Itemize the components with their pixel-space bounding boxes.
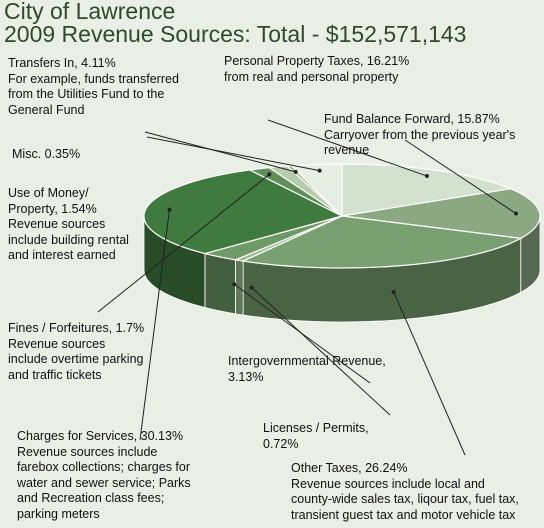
slice-label-line: Revenue sources: [8, 336, 106, 351]
slice-label: Intergovernmental Revenue, 3.13%: [228, 354, 386, 385]
slice-label-line: Misc. 0.35%: [12, 147, 81, 161]
slice-label-line: For example, funds transferred: [8, 71, 179, 86]
leader-dot: [232, 282, 237, 287]
leader-line: [146, 136, 320, 172]
slice-label-line: county-wide sales tax, liqour tax, fuel …: [291, 492, 519, 506]
slice-label-line: Revenue sources include local and: [291, 476, 485, 491]
slice-label-line: farebox collections; charges for: [17, 460, 191, 474]
leader-dot: [293, 169, 298, 174]
leader-line: [139, 209, 170, 441]
slice-label-line: Intergovernmental Revenue,: [228, 354, 386, 368]
slice-label-line: and interest earned: [8, 248, 116, 262]
chart-subtitle: 2009 Revenue Sources: Total - $152,571,1…: [4, 21, 467, 47]
leader-line: [404, 139, 517, 214]
leader-dot: [249, 285, 254, 290]
slice-label: Licenses / Permits, 0.72%: [263, 421, 369, 452]
pie-slice-other-taxes: [241, 215, 523, 269]
slice-label-line: 0.72%: [263, 436, 299, 451]
slice-label: Fines / Forfeitures, 1.7% Revenue sources…: [8, 321, 144, 383]
slice-label-line: Revenue sources include: [17, 444, 158, 459]
slice-label: Misc. 0.35%: [12, 147, 80, 163]
slice-label: Personal Property Taxes, 16.21% from real…: [224, 54, 409, 85]
slice-label-line: from the Utilities Fund to the: [8, 87, 165, 101]
leader-line: [234, 283, 371, 384]
pie-slice-charges-for-services: [143, 169, 344, 255]
leader-lines: [97, 119, 518, 456]
leader-dot: [267, 172, 272, 177]
leader-line: [251, 287, 391, 416]
leader-dot: [391, 290, 396, 295]
slice-label-line: Licenses / Permits,: [263, 421, 369, 435]
pie-side-intergovernmental-revenue: [204, 253, 236, 315]
leader-line: [393, 291, 466, 456]
slice-label-line: from real and personal property: [224, 69, 399, 84]
slice-label: Charges for Services, 30.13% Revenue sour…: [17, 429, 191, 522]
slice-label-line: include building rental: [8, 232, 129, 247]
chart-title: City of Lawrence: [4, 0, 176, 24]
leader-dot: [424, 174, 429, 179]
leader-dot: [167, 207, 172, 212]
leader-line: [97, 174, 270, 313]
slice-label: Use of Money/Property, 1.54% Revenue sour…: [8, 186, 129, 264]
slice-label-line: transient guest tax and motor vehicle ta…: [291, 507, 516, 522]
slice-label-line: and traffic tickets: [8, 367, 102, 382]
slice-label-line: revenue: [324, 143, 370, 157]
slice-label-line: Use of Money/: [8, 186, 89, 200]
slice-label-line: Carryover from the previous year's: [324, 127, 516, 142]
slice-label: Transfers In, 4.11% For example, funds tr…: [8, 56, 179, 118]
pie-sides: [143, 215, 541, 323]
pie-slice-fund-balance-forward: [341, 188, 541, 239]
slice-label-line: Other Taxes, 26.24%: [291, 461, 408, 475]
leader-dot: [317, 168, 322, 173]
pie-tops: [143, 163, 541, 269]
slice-label-line: parking meters: [17, 506, 100, 521]
leader-dot: [513, 211, 518, 216]
slice-label-line: General Fund: [8, 102, 85, 117]
slice-label-line: Fund Balance Forward, 15.87%: [324, 112, 500, 126]
slice-label-line: 3.13%: [228, 369, 264, 384]
slice-label: Fund Balance Forward, 15.87% Carryover fr…: [324, 112, 515, 159]
leader-line: [267, 119, 428, 177]
slice-label-line: water and sewer service; Parks: [17, 475, 191, 490]
slice-label-line: Personal Property Taxes, 16.21%: [224, 54, 410, 68]
slice-label-line: Charges for Services, 30.13%: [17, 429, 184, 443]
slice-label-line: Property, 1.54%: [8, 201, 97, 216]
pie-slice-transfers-in: [290, 163, 343, 218]
slice-label: Other Taxes, 26.24% Revenue sources inclu…: [291, 461, 519, 523]
slice-label-line: Transfers In, 4.11%: [8, 56, 116, 70]
leader-line: [144, 131, 296, 173]
pie-slice-personal-property-taxes: [341, 163, 513, 217]
slice-label-line: and Recreation class fees;: [17, 491, 165, 505]
slice-label-line: Revenue sources: [8, 217, 106, 231]
slice-label-line: Fines / Forfeitures, 1.7%: [8, 321, 145, 335]
slice-label-line: include overtime parking: [8, 352, 144, 366]
